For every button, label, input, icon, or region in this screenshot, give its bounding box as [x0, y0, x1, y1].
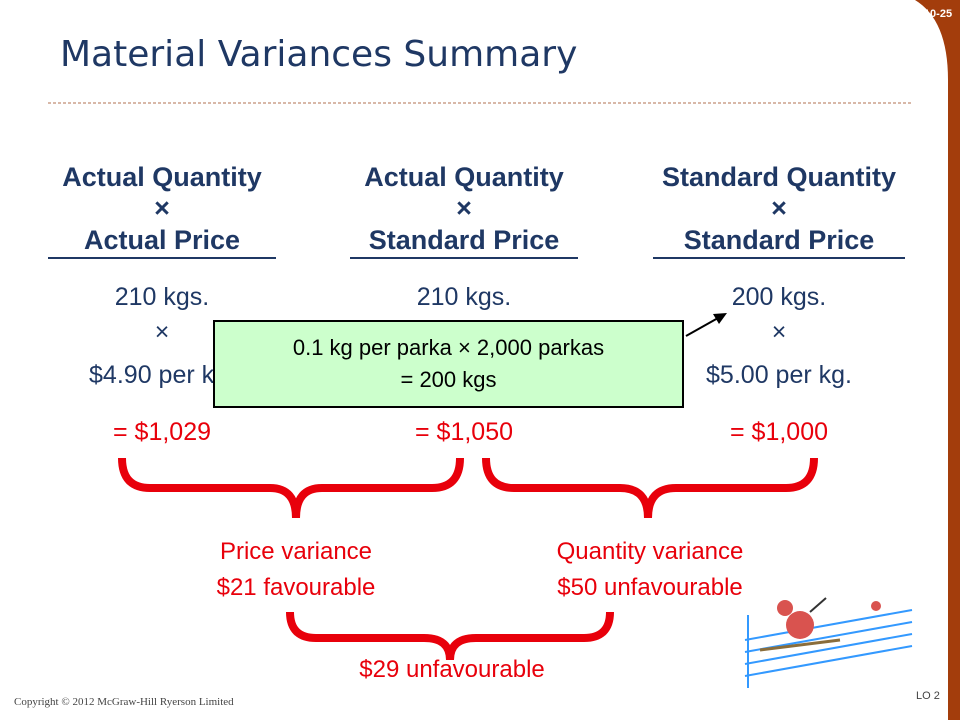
column-header: ×: [456, 193, 472, 223]
column-header: Standard Quantity: [661, 162, 897, 192]
column-header: Actual Price: [83, 225, 241, 255]
column-header: Actual Quantity: [62, 162, 262, 192]
quantity-variance: Quantity variance: [556, 538, 744, 565]
callout-line: = 200 kgs: [400, 367, 497, 392]
result: = $1,029: [112, 418, 212, 446]
column-header: ×: [771, 193, 787, 223]
result: = $1,000: [729, 418, 829, 446]
quantity: 200 kgs.: [731, 283, 827, 311]
column-header: Standard Price: [683, 225, 875, 255]
total-variance: $29 unfavourable: [359, 656, 545, 683]
price: $4.90 per kg.: [89, 361, 235, 389]
column-header: Standard Price: [368, 225, 560, 255]
skier: [744, 597, 913, 688]
times: ×: [771, 318, 787, 346]
lo: LO 2: [916, 690, 940, 702]
times: ×: [154, 318, 170, 346]
slide-number: 10-25: [923, 8, 953, 20]
copyright: Copyright © 2012 McGraw-Hill Ryerson Lim…: [14, 696, 234, 708]
price-variance: Price variance: [219, 538, 373, 565]
price: $5.00 per kg.: [706, 361, 852, 389]
callout: 0.1 kg per parka × 2,000 parkas = 200 kg…: [213, 320, 684, 408]
result: = $1,050: [414, 418, 514, 446]
column-header: Actual Quantity: [364, 162, 564, 192]
title: Material Variances Summary: [60, 34, 578, 75]
side-bar: [915, 0, 960, 720]
quantity-variance: $50 unfavourable: [557, 574, 743, 601]
quantity: 210 kgs.: [416, 283, 512, 311]
column-header: ×: [154, 193, 170, 223]
quantity: 210 kgs.: [114, 283, 210, 311]
price-variance: $21 favourable: [216, 574, 376, 601]
callout-line: 0.1 kg per parka × 2,000 parkas: [292, 335, 605, 360]
braces: [118, 457, 818, 661]
